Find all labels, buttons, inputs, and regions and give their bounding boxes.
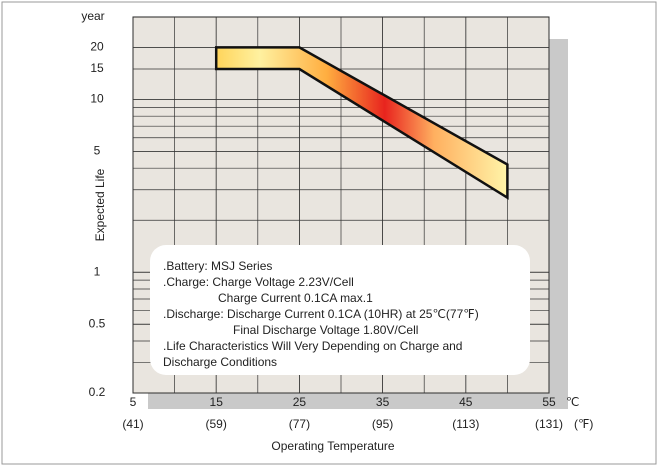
note-box bbox=[150, 245, 530, 375]
x-tick-label: 25 bbox=[293, 395, 307, 409]
note: .Charge: Charge Voltage 2.23V/Cell bbox=[163, 275, 354, 289]
y-unit: year bbox=[81, 9, 104, 23]
x-axis-title: Operating Temperature bbox=[271, 439, 395, 453]
note: Final Discharge Voltage 1.80V/Cell bbox=[233, 323, 418, 337]
y-tick-label: 10 bbox=[90, 92, 104, 106]
life-band bbox=[214, 46, 509, 200]
y-tick-label: 1 bbox=[94, 264, 101, 278]
x-tick-label: 35 bbox=[376, 395, 390, 409]
note: .Discharge: Discharge Current 0.1CA (10H… bbox=[163, 307, 479, 321]
x2-tick-label: (59) bbox=[206, 417, 227, 431]
note: .Life Characteristics Will Very Dependin… bbox=[163, 339, 462, 353]
x2-tick-label: (95) bbox=[372, 417, 393, 431]
y-tick-label: 0.5 bbox=[89, 316, 106, 330]
x2-unit: (℉) bbox=[574, 417, 593, 431]
y-tick-label: 5 bbox=[94, 144, 101, 158]
y-tick-label: 15 bbox=[90, 61, 104, 75]
x2-tick-label: (77) bbox=[289, 417, 310, 431]
x-tick-label: 45 bbox=[459, 395, 473, 409]
x-tick-label: 55 bbox=[542, 395, 556, 409]
note: .Battery: MSJ Series bbox=[163, 259, 272, 273]
x-tick-label: 15 bbox=[210, 395, 224, 409]
x2-tick-label: (131) bbox=[535, 417, 563, 431]
note: Charge Current 0.1CA max.1 bbox=[218, 291, 373, 305]
x-tick-label: 5 bbox=[130, 395, 137, 409]
x-unit: ℃ bbox=[566, 395, 579, 409]
x2-tick-label: (41) bbox=[122, 417, 143, 431]
y-tick-label: 20 bbox=[90, 40, 104, 54]
x2-tick-label: (113) bbox=[452, 417, 479, 431]
y-tick-label: 0.2 bbox=[89, 385, 106, 399]
note: Discharge Conditions bbox=[163, 355, 277, 369]
y-axis-title: Expected Life bbox=[93, 168, 107, 241]
